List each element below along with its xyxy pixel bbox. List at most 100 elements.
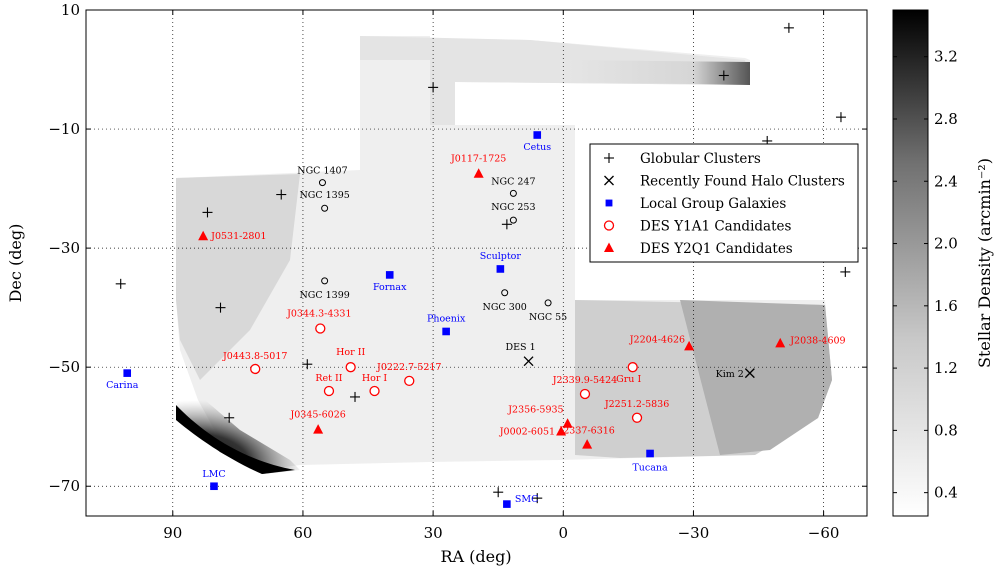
- point-label: J0222.7-5217: [376, 362, 441, 373]
- density-footprint: [176, 36, 832, 474]
- grid: [86, 9, 867, 516]
- legend: Globular Clusters Recently Found Halo Clu…: [589, 143, 859, 263]
- legend-label: Local Group Galaxies: [640, 196, 786, 212]
- local-group-galaxies-marker: [442, 327, 450, 336]
- colorbar-tick-label: 0.8: [934, 421, 958, 439]
- des-y2q1-candidates-marker: [556, 425, 567, 436]
- legend-marker: [604, 175, 614, 186]
- recently-found-halo-clusters-marker: [744, 368, 755, 379]
- local-group-galaxies-marker: [385, 271, 394, 279]
- des-y2q1-candidates-marker: [313, 424, 324, 434]
- x-tick-label: 30: [424, 524, 443, 542]
- point-label: Gru I: [616, 374, 641, 385]
- des-y1a1-candidates-marker: [369, 385, 380, 397]
- globular-clusters-marker: [501, 219, 512, 230]
- point-label: DES 1: [506, 342, 536, 353]
- des-y2q1-candidates-marker: [198, 230, 209, 241]
- des-y1a1-candidates-marker: [631, 412, 643, 423]
- legend-marker: [605, 199, 613, 207]
- point-label: Carina: [106, 380, 139, 391]
- galaxy-marker: [501, 289, 509, 297]
- local-group-galaxies-marker: [123, 369, 132, 377]
- point-label: Ret II: [315, 373, 342, 384]
- point-label: NGC 247: [491, 176, 535, 187]
- des-y1a1-candidates-marker: [579, 388, 591, 400]
- des-y1a1-candidates-marker: [345, 362, 356, 373]
- point-label: Sculptor: [480, 251, 522, 262]
- point-label: Hor II: [336, 347, 365, 358]
- y-tick-label: −10: [48, 120, 80, 138]
- globular-clusters-marker: [202, 207, 213, 218]
- local-group-galaxies-marker: [646, 449, 654, 458]
- point-label: J2038-4609: [789, 335, 845, 346]
- x-tick-label: 60: [293, 524, 312, 542]
- y-tick-label: −50: [48, 358, 80, 376]
- local-group-galaxies-marker: [210, 482, 218, 491]
- globular-clusters-marker: [276, 189, 287, 200]
- y-axis: 10 −10 −30 −50 −70: [48, 1, 867, 495]
- des-y2q1-candidates-marker: [562, 418, 573, 428]
- point-label: J2337-6316: [558, 426, 614, 437]
- des-y1a1-candidates-marker: [315, 323, 326, 334]
- des-y2q1-candidates-marker: [582, 439, 593, 449]
- colorbar-tick-label: 0.4: [934, 484, 958, 502]
- des-y1a1-candidates-marker: [323, 385, 335, 397]
- point-label: SMC: [515, 494, 539, 505]
- local-group-galaxies-marker: [503, 500, 511, 508]
- globular-clusters-marker: [532, 493, 543, 504]
- x-tick-label: −30: [678, 524, 710, 542]
- galaxy-marker: [509, 216, 517, 224]
- y-axis-label: Dec (deg): [6, 224, 25, 303]
- point-label: NGC 1399: [299, 290, 349, 301]
- colorbar-tick-label: 2.4: [934, 172, 958, 190]
- point-label: NGC 253: [491, 202, 535, 213]
- des-y1a1-candidates-marker: [250, 363, 261, 375]
- point-label: J0531-2801: [210, 231, 266, 242]
- galaxy-marker: [321, 277, 329, 285]
- point-label: NGC 300: [483, 302, 527, 313]
- x-tick-label: 0: [559, 524, 569, 542]
- point-label: Kim 2: [716, 369, 744, 380]
- point-label: Fornax: [373, 282, 407, 293]
- x-stroke: [604, 175, 614, 186]
- x-stroke: [523, 356, 534, 367]
- point-label: J0345-6026: [289, 410, 345, 421]
- colorbar-tick-label: 1.6: [934, 297, 958, 315]
- point-label: J0117-1725: [450, 154, 506, 165]
- galaxy-marker: [318, 179, 326, 187]
- colorbar-gradient: [892, 9, 929, 517]
- globular-clusters-marker: [302, 359, 313, 370]
- des-y2q1-candidates-marker: [473, 168, 484, 178]
- des-y1a1-candidates-marker: [627, 362, 638, 373]
- x-axis: 90 60 30 0 −30 −60: [163, 10, 839, 542]
- globular-clusters-marker: [835, 112, 846, 123]
- point-label: NGC 55: [529, 312, 567, 323]
- legend-marker: [604, 242, 614, 252]
- colorbar-tick-label: 2.8: [934, 110, 958, 128]
- globular-clusters-marker: [350, 391, 361, 402]
- globular-clusters-marker: [215, 302, 226, 313]
- recently-found-halo-clusters-marker: [523, 356, 534, 367]
- colorbar-tick-label: 1.2: [934, 359, 958, 377]
- y-tick-label: −30: [48, 239, 80, 257]
- data-labels: DES 1 Kim 2 Cetus Sculptor Fornax Phoenix Cari…: [106, 142, 846, 505]
- x-tick-label: −60: [808, 524, 840, 542]
- galaxy-marker: [544, 299, 552, 307]
- point-label: Phoenix: [427, 313, 466, 324]
- globular-clusters-marker: [840, 266, 851, 277]
- des-y1a1-candidates-marker: [404, 375, 415, 387]
- point-label: J2204-4626: [629, 334, 685, 345]
- point-label: J0344.3-4331: [286, 308, 351, 319]
- x-axis-label: RA (deg): [440, 547, 511, 566]
- local-group-galaxies-marker: [496, 265, 505, 273]
- point-label: J2339.9-5424: [552, 375, 617, 386]
- legend-marker: [603, 220, 615, 231]
- point-label: Tucana: [632, 462, 668, 473]
- legend-label: Globular Clusters: [640, 151, 761, 167]
- des-y2q1-candidates-marker: [684, 340, 695, 351]
- globular-clusters-marker: [718, 70, 729, 81]
- globular-clusters-marker: [428, 82, 439, 93]
- point-label: J2251.2-5836: [604, 399, 669, 410]
- colorbar-tick-label: 2.0: [934, 235, 958, 253]
